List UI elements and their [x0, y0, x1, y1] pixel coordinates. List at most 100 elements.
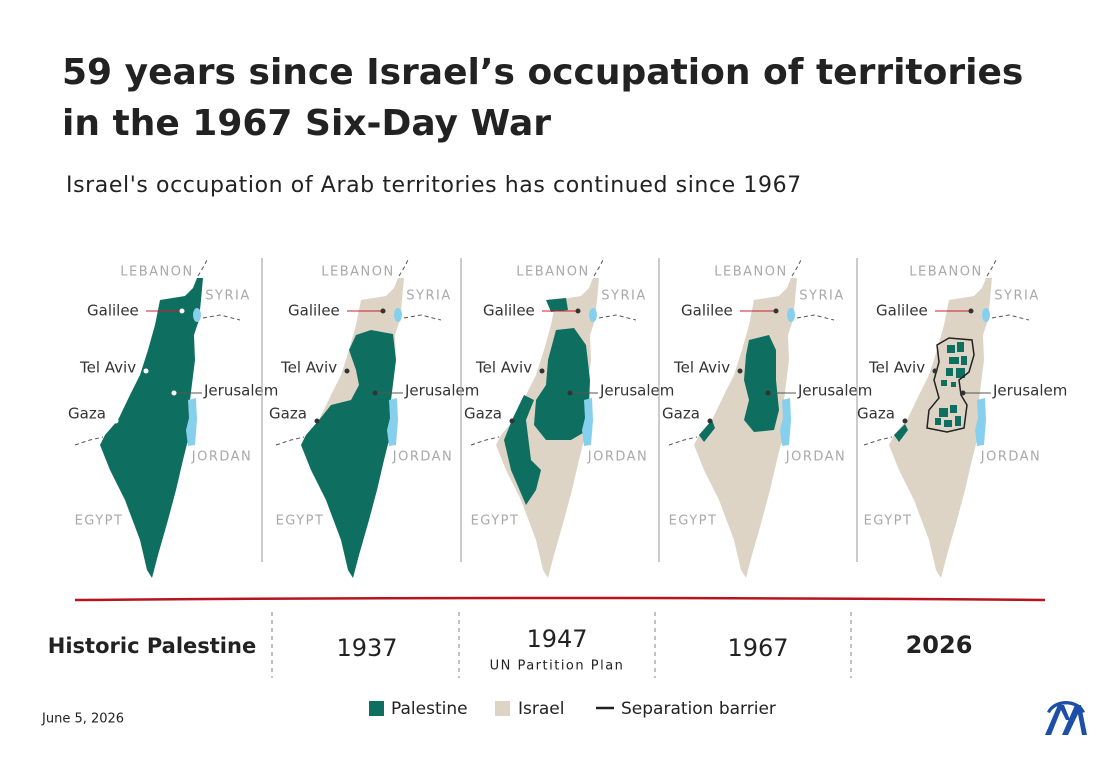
city-label: Jerusalem: [992, 382, 1067, 400]
border: [598, 314, 637, 321]
city-dot: [372, 390, 378, 396]
border: [202, 314, 241, 321]
country-label: EGYPT: [276, 514, 325, 529]
city-label: Galilee: [288, 302, 340, 320]
country-label: SYRIA: [601, 289, 646, 304]
lake: [982, 308, 990, 322]
country-label: JORDAN: [191, 450, 253, 465]
country-label: JORDAN: [587, 450, 649, 465]
city-label: Tel Aviv: [673, 359, 730, 377]
city-dot: [113, 418, 119, 424]
city-dot: [902, 418, 908, 424]
logo: [1045, 700, 1087, 735]
legend-swatch: [495, 701, 510, 716]
caption-note: UN Partition Plan: [490, 659, 625, 674]
border: [74, 436, 104, 446]
border: [470, 436, 500, 446]
city-label: Jerusalem: [404, 382, 479, 400]
palestine-area: [955, 416, 961, 426]
lake: [193, 308, 201, 322]
city-label: Tel Aviv: [868, 359, 925, 377]
caption: 1947: [526, 625, 587, 653]
caption: 1937: [336, 634, 397, 662]
city-dot: [575, 308, 581, 314]
city-dot: [380, 308, 386, 314]
border: [796, 314, 835, 321]
city-label: Tel Aviv: [79, 359, 136, 377]
caption-separators: [271, 612, 852, 678]
country-label: SYRIA: [205, 289, 250, 304]
palestine-area: [949, 357, 959, 364]
city-dot: [344, 368, 350, 374]
border: [863, 436, 893, 446]
palestine-area: [894, 424, 908, 442]
city-dot: [567, 390, 573, 396]
lake: [975, 398, 986, 446]
city-label: Galilee: [876, 302, 928, 320]
palestine-area: [946, 368, 953, 376]
palestine-area: [534, 328, 590, 440]
legend-label: Separation barrier: [621, 699, 776, 719]
country-label: SYRIA: [994, 289, 1039, 304]
lake: [787, 308, 795, 322]
city-label: Tel Aviv: [475, 359, 532, 377]
map-panel: LEBANON SYRIA JORDAN EGYPT Galilee Tel Aviv Je…: [464, 257, 674, 578]
border: [275, 436, 305, 446]
country-label: LEBANON: [321, 265, 394, 280]
palestine-area: [956, 368, 965, 378]
border: [593, 257, 605, 277]
palestine-area: [947, 345, 955, 353]
country-label: JORDAN: [980, 450, 1042, 465]
lake: [589, 308, 597, 322]
city-dot: [968, 308, 974, 314]
city-label: Gaza: [857, 405, 895, 423]
country-label: SYRIA: [799, 289, 844, 304]
city-dot: [707, 418, 713, 424]
map-panel: LEBANON SYRIA JORDAN EGYPT Galilee Tel Aviv Je…: [857, 257, 1067, 578]
palestine-area: [546, 298, 568, 312]
city-dot: [314, 418, 320, 424]
country-label: EGYPT: [864, 514, 913, 529]
map-panel: LEBANON SYRIA JORDAN EGYPT Galilee Tel Aviv Je…: [68, 257, 278, 578]
country-label: SYRIA: [406, 289, 451, 304]
map-panel: LEBANON SYRIA JORDAN EGYPT Galilee Tel Aviv Je…: [662, 257, 872, 578]
palestine-area: [699, 420, 715, 442]
city-label: Galilee: [483, 302, 535, 320]
city-label: Jerusalem: [599, 382, 674, 400]
country-label: LEBANON: [516, 265, 589, 280]
legend-label: Palestine: [391, 699, 468, 719]
city-dot: [765, 390, 771, 396]
palestine-area: [961, 356, 967, 365]
city-dot: [932, 368, 938, 374]
map-panel: LEBANON SYRIA JORDAN EGYPT Galilee Tel Aviv Je…: [269, 257, 479, 578]
country-label: EGYPT: [75, 514, 124, 529]
border: [668, 436, 698, 446]
lake: [387, 398, 398, 446]
country-label: JORDAN: [392, 450, 454, 465]
border: [791, 257, 803, 277]
separation-barrier: [926, 337, 975, 433]
city-dot: [773, 308, 779, 314]
caption: Historic Palestine: [48, 634, 256, 658]
country-label: JORDAN: [785, 450, 847, 465]
city-label: Gaza: [269, 405, 307, 423]
city-dot: [179, 308, 185, 314]
legend-label: Israel: [518, 699, 564, 719]
city-label: Tel Aviv: [280, 359, 337, 377]
timeline: [74, 596, 1046, 602]
title: 59 years since Israel’s occupation of te…: [62, 52, 1023, 93]
lake: [582, 398, 593, 446]
border: [991, 314, 1030, 321]
border: [403, 314, 442, 321]
maps: LEBANON SYRIA JORDAN EGYPT Galilee Tel Aviv Je…: [68, 257, 1067, 578]
palestine-area: [951, 382, 956, 387]
caption: 1967: [727, 634, 788, 662]
caption: 2026: [906, 631, 973, 659]
city-dot: [171, 390, 177, 396]
palestine-area: [957, 342, 964, 352]
country-label: LEBANON: [120, 265, 193, 280]
territory: [100, 278, 203, 578]
city-dot: [539, 368, 545, 374]
lake: [780, 398, 791, 446]
country-label: EGYPT: [471, 514, 520, 529]
